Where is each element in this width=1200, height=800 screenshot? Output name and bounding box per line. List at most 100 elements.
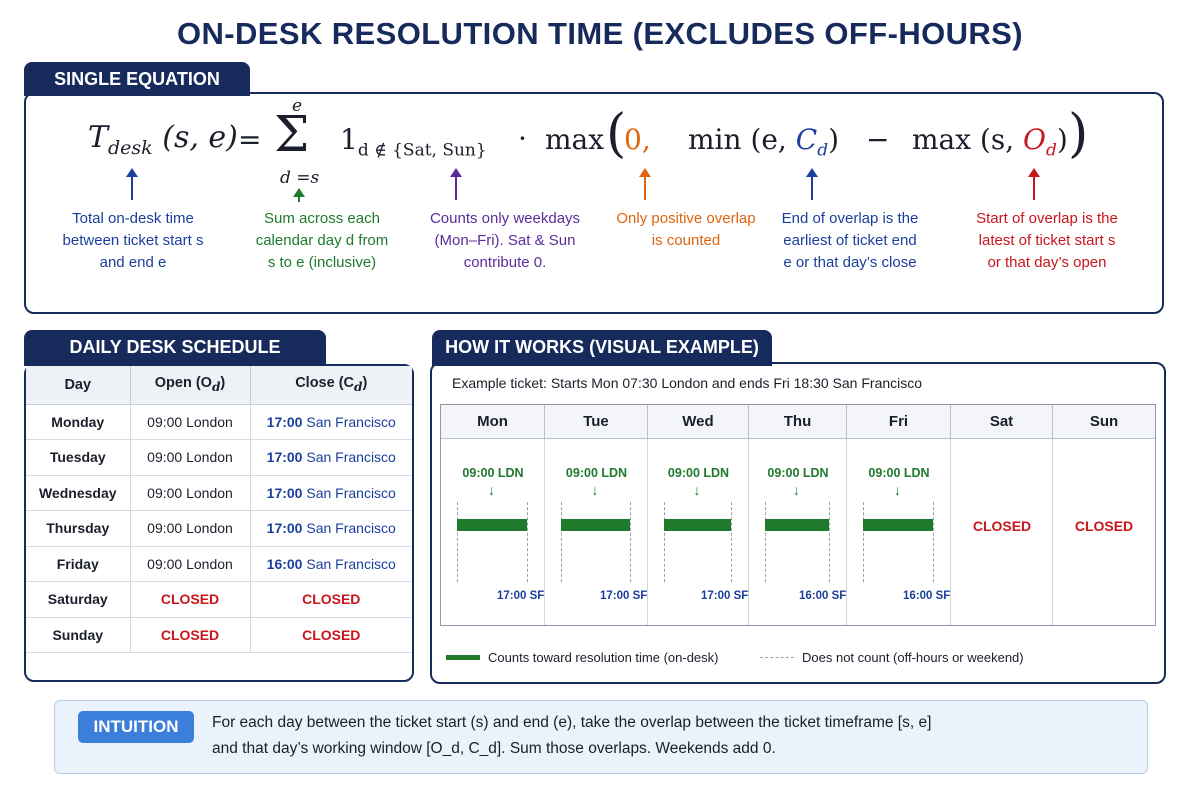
- schedule-close: CLOSED: [250, 617, 412, 653]
- schedule-open: 09:00 London: [130, 439, 251, 476]
- close-city: San Francisco: [306, 413, 396, 430]
- eq-sum-bottom: d =s: [280, 168, 320, 188]
- close-time-label: 17:00 SF: [600, 590, 648, 602]
- dashed-boundary-open: [561, 502, 562, 582]
- annotation-end: End of overlap is the earliest of ticket…: [781, 210, 919, 271]
- dashed-boundary-close: [630, 502, 631, 582]
- legend-solid-label: Counts toward resolution time (on-desk): [488, 650, 719, 665]
- schedule-day: Tuesday: [26, 439, 131, 476]
- day-header-sun: Sun: [1089, 413, 1119, 430]
- equation-panel: [24, 92, 1164, 314]
- schedule-row: Sunday CLOSED CLOSED: [26, 617, 412, 653]
- schedule-row: Wednesday 09:00 London 17:00 San Francisco: [26, 475, 412, 511]
- down-arrow-icon: ↓: [591, 482, 599, 498]
- open-time-label: 09:00 LDN: [462, 466, 524, 480]
- schedule-day: Monday: [26, 404, 131, 440]
- schedule-close: 17:00 San Francisco: [250, 439, 412, 476]
- on-desk-bar: [561, 519, 630, 531]
- example-tab: HOW IT WORKS (VISUAL EXAMPLE): [432, 330, 772, 366]
- on-desk-bar: [863, 519, 933, 531]
- dashed-boundary-close: [933, 502, 934, 582]
- dashed-boundary-open: [863, 502, 864, 582]
- schedule-open: 09:00 London: [130, 404, 251, 440]
- legend-dashed-label: Does not count (off-hours or weekend): [802, 650, 1024, 665]
- down-arrow-icon: ↓: [693, 482, 701, 498]
- on-desk-bar: [765, 519, 829, 531]
- closed-label: CLOSED: [1074, 518, 1134, 534]
- schedule-day: Saturday: [26, 581, 131, 618]
- close-time: 17:00: [266, 520, 303, 537]
- schedule-close: 17:00 San Francisco: [250, 510, 412, 547]
- close-city: San Francisco: [306, 555, 396, 572]
- eq-c-sub: d: [817, 140, 829, 161]
- timeline-header-bg: [441, 405, 1155, 439]
- down-arrow-icon: ↓: [488, 482, 495, 498]
- day-header-fri: Fri: [847, 405, 951, 439]
- schedule-close: 16:00 San Francisco: [250, 546, 412, 582]
- intuition-panel: [54, 700, 1148, 774]
- dashed-boundary-close: [731, 502, 732, 582]
- day-column-mon: [441, 439, 545, 625]
- close-time: 17:00: [266, 413, 303, 430]
- schedule-day: Thursday: [26, 510, 131, 547]
- legend-dashed-swatch: [760, 657, 794, 658]
- eq-max: max: [545, 123, 605, 156]
- header-day: Day: [26, 366, 131, 405]
- down-arrow-icon: ↓: [894, 482, 901, 498]
- timeline-frame: [440, 404, 1156, 626]
- page-title: ON-DESK RESOLUTION TIME (EXCLUDES OFF-HO…: [177, 16, 1023, 51]
- header-close: Close (Cd): [250, 366, 412, 405]
- day-header-wed: Wed: [648, 405, 749, 439]
- day-column-sat: [951, 439, 1053, 625]
- schedule-row: Tuesday 09:00 London 17:00 San Francisco: [26, 439, 412, 476]
- close-time: 16:00: [266, 555, 303, 572]
- day-column-thu: [749, 439, 847, 625]
- dashed-boundary-open: [664, 502, 665, 582]
- eq-o-sub: d: [1046, 140, 1057, 161]
- intuition-badge: INTUITION: [78, 711, 194, 743]
- header-open: Open (Od): [130, 366, 251, 405]
- eq-dot: ·: [518, 122, 527, 155]
- eq-sum-top: e: [292, 96, 303, 116]
- schedule-tab: DAILY DESK SCHEDULE: [24, 330, 326, 366]
- eq-open-paren: (: [606, 104, 627, 164]
- day-header-thu: Thu: [749, 405, 847, 439]
- schedule-row: Monday 09:00 London 17:00 San Francisco: [26, 404, 412, 440]
- close-time: 17:00: [266, 449, 303, 466]
- on-desk-bar: [664, 519, 731, 531]
- arrow-end: [806, 168, 818, 200]
- arrow-sum: [293, 188, 305, 202]
- eq-lhs-args: (s, e): [162, 120, 238, 155]
- schedule-day: Sunday: [26, 617, 131, 653]
- closed-label: CLOSED: [972, 518, 1032, 534]
- day-column-fri: [847, 439, 951, 625]
- eq-zero: 0,: [624, 123, 651, 156]
- eq-max2-close: ): [1056, 123, 1068, 156]
- eq-min: min (e,: [688, 123, 787, 156]
- open-time-label: 09:00 LDN: [667, 466, 730, 480]
- arrow-start: [1028, 168, 1040, 200]
- close-city: San Francisco: [306, 520, 396, 537]
- dashed-boundary-open: [765, 502, 766, 582]
- eq-sum-symbol: Σ: [274, 105, 310, 163]
- annotation-positive: Only positive overlap is counted: [616, 210, 756, 249]
- arrow-total: [126, 168, 138, 200]
- schedule-day: Friday: [26, 546, 131, 582]
- schedule-close: 17:00 San Francisco: [250, 475, 412, 511]
- eq-max2: max (s,: [912, 123, 1015, 156]
- eq-min-close: ): [828, 123, 840, 156]
- eq-c: C: [795, 123, 818, 156]
- close-time: 17:00: [266, 484, 303, 501]
- schedule-close: 17:00 San Francisco: [250, 404, 412, 440]
- eq-indicator: 1: [340, 123, 358, 156]
- eq-close-paren: ): [1068, 104, 1089, 164]
- schedule-row: Friday 09:00 London 16:00 San Francisco: [26, 546, 412, 582]
- close-time-label: 17:00 SF: [701, 590, 749, 602]
- close-city: San Francisco: [306, 449, 396, 466]
- open-time-label: 09:00 LDN: [565, 466, 628, 480]
- day-column-wed: [648, 439, 749, 625]
- schedule-table: Day Open (Od) Close (Cd) Monday 09:00 Lon…: [26, 366, 412, 653]
- open-time-label: 09:00 LDN: [868, 466, 930, 480]
- eq-o: O: [1023, 123, 1047, 156]
- eq-equals: =: [238, 123, 262, 156]
